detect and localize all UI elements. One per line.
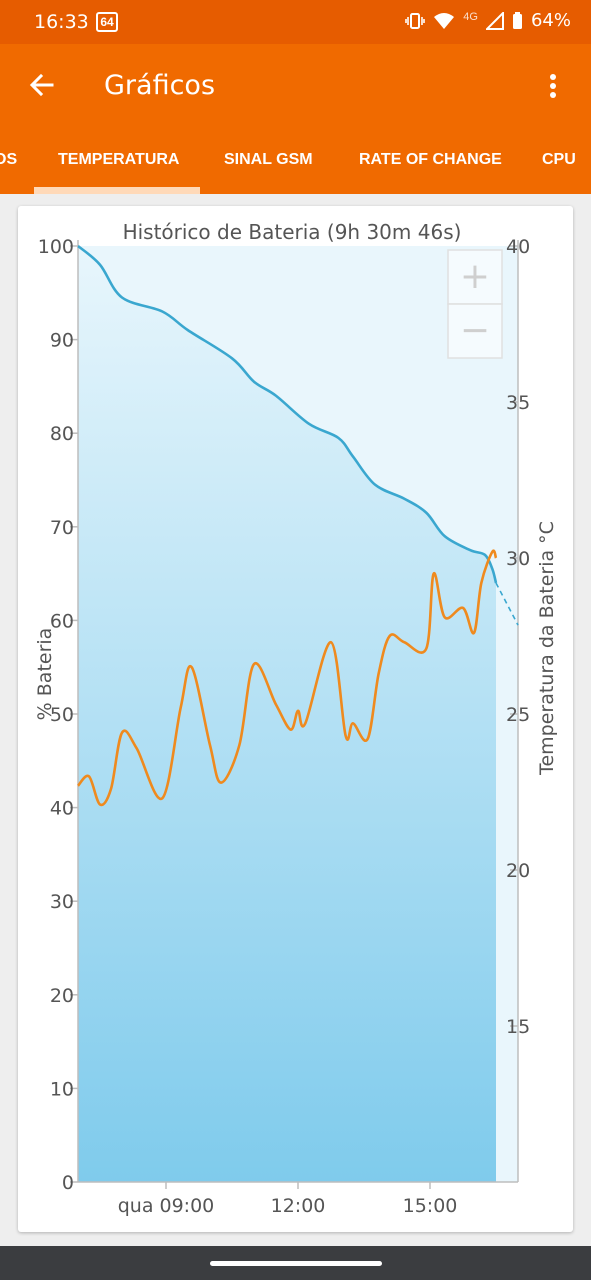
y2-tick-label: 40 <box>506 236 530 258</box>
y-tick-label: 50 <box>50 704 74 726</box>
zoom-in-icon: + <box>460 256 490 297</box>
y-tick-label: 20 <box>50 985 74 1007</box>
zoom-in-button[interactable] <box>447 249 503 305</box>
y-tick-label: 40 <box>50 798 74 820</box>
tab-bar: OS TEMPERATURA SINAL GSM RATE OF CHANGE … <box>0 128 591 194</box>
notification-badge-icon: 64 <box>96 12 118 32</box>
zoom-out-button[interactable] <box>447 303 503 359</box>
tab-os[interactable]: OS <box>0 151 18 168</box>
cell-signal-icon <box>485 11 504 30</box>
y2-axis-label: Temperatura da Bateria °C <box>536 521 558 776</box>
tab-cpu[interactable]: CPU <box>542 151 576 168</box>
vibrate-icon <box>405 12 426 30</box>
x-tick-label: 15:00 <box>403 1195 458 1217</box>
battery-icon <box>512 11 523 30</box>
y-tick-label: 80 <box>50 423 74 445</box>
tab-rate-of-change[interactable]: RATE OF CHANGE <box>359 151 502 168</box>
x-tick-label: 12:00 <box>271 1195 326 1217</box>
battery-history-chart[interactable]: 0 10 20 30 40 50 60 70 80 90 100 15 20 25 30 35 40 qua 09… <box>18 206 573 1232</box>
battery-projection-line <box>495 582 519 626</box>
zoom-controls: +− <box>447 249 503 359</box>
status-bar: 16:33 64 4G 64% <box>0 0 591 44</box>
home-gesture-handle[interactable] <box>210 1261 382 1266</box>
network-type-label: 4G <box>463 10 478 23</box>
y-tick-label: 30 <box>50 891 74 913</box>
status-time: 16:33 <box>34 11 89 33</box>
y2-tick-label: 35 <box>506 392 530 414</box>
y-tick-label: 10 <box>50 1078 74 1100</box>
battery-area <box>78 246 496 1182</box>
battery-percent: 64% <box>530 10 571 31</box>
y2-tick-label: 30 <box>506 548 530 570</box>
chart-title: Histórico de Bateria (9h 30m 46s) <box>123 220 462 244</box>
page-title: Gráficos <box>104 70 216 101</box>
more-vert-icon <box>550 74 556 98</box>
tab-temperatura[interactable]: TEMPERATURA <box>58 151 180 168</box>
y-tick-label: 0 <box>62 1172 74 1194</box>
battery-line <box>77 244 498 584</box>
overflow-menu-button[interactable] <box>533 66 573 106</box>
wifi-icon <box>433 12 455 30</box>
app-bar: Gráficos <box>0 44 591 128</box>
navigation-bar <box>0 1246 591 1280</box>
back-button[interactable] <box>22 66 62 106</box>
y-tick-label: 90 <box>50 330 74 352</box>
x-tick-label: qua 09:00 <box>118 1195 215 1217</box>
chart-card: 0 10 20 30 40 50 60 70 80 90 100 15 20 25 30 35 40 qua 09… <box>18 206 573 1232</box>
active-tab-indicator <box>34 187 200 194</box>
y2-tick-label: 15 <box>506 1016 530 1038</box>
y2-tick-label: 25 <box>506 704 530 726</box>
y-tick-label: 70 <box>50 517 74 539</box>
y-tick-label: 100 <box>38 236 74 258</box>
temperature-line <box>77 549 498 807</box>
status-icons: 4G 64% <box>405 10 571 31</box>
y-axis-label: % Bateria <box>34 628 56 721</box>
y-tick-label: 60 <box>50 610 74 632</box>
arrow-back-icon <box>29 73 54 97</box>
tab-sinal-gsm[interactable]: SINAL GSM <box>224 151 313 168</box>
y2-tick-label: 20 <box>506 860 530 882</box>
zoom-out-icon: − <box>460 310 490 351</box>
